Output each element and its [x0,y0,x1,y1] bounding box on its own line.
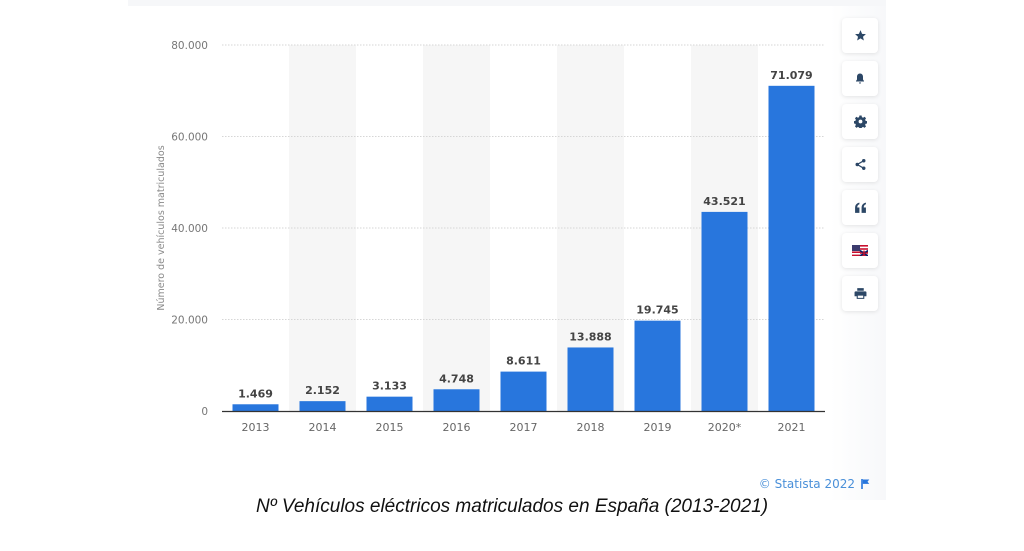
bar[interactable] [567,347,614,411]
x-tick-label: 2020* [708,421,742,434]
bar[interactable] [366,396,413,411]
favorite-button[interactable] [842,18,878,53]
y-axis-label: Número de vehículos matriculados [156,145,167,310]
quote-icon [854,202,866,213]
value-label: 1.469 [238,387,273,400]
settings-button[interactable] [842,104,878,139]
bar[interactable] [500,371,547,411]
gear-icon [853,115,867,128]
x-tick-label: 2015 [376,421,404,434]
bar[interactable] [634,320,681,411]
tool-sidebar [842,18,878,319]
chart-card [128,0,886,500]
bell-icon [856,73,864,84]
value-label: 4.748 [439,372,474,385]
x-tick-label: 2018 [577,421,605,434]
top-strip [128,0,886,6]
value-label: 43.521 [703,195,745,208]
bar[interactable] [768,85,815,412]
y-tick-label: 40.000 [171,223,208,235]
share-button[interactable] [842,147,878,182]
y-tick-label: 0 [201,406,208,418]
bar[interactable] [701,211,748,411]
y-tick-label: 20.000 [171,315,208,327]
x-tick-label: 2013 [242,421,270,434]
x-tick-label: 2021 [778,421,806,434]
bar[interactable] [433,389,480,411]
flag-uk-icon [852,245,868,256]
credit-text: © Statista 2022 [758,477,855,491]
x-axis-ticks: 2013 2014 2015 2016 2017 2018 2019 2020* 2021 [242,421,806,434]
star-icon [854,30,866,41]
notification-button[interactable] [842,61,878,96]
print-button[interactable] [842,276,878,311]
print-icon [854,288,866,299]
flag-icon [861,479,870,489]
share-icon [855,158,865,171]
cite-button[interactable] [842,190,878,225]
x-tick-label: 2017 [510,421,538,434]
x-tick-label: 2019 [644,421,672,434]
value-label: 19.745 [636,304,678,317]
y-axis-ticks: 0 20.000 40.000 60.000 80.000 [171,40,208,418]
y-tick-label: 60.000 [171,132,208,144]
x-tick-label: 2014 [309,421,337,434]
value-label: 2.152 [305,384,340,397]
y-tick-label: 80.000 [171,40,208,52]
x-tick-label: 2016 [443,421,471,434]
value-label: 3.133 [372,380,407,393]
bar[interactable] [299,401,346,411]
statista-credit[interactable]: © Statista 2022 [759,477,870,491]
chart-caption: Nº Vehículos eléctricos matriculados en … [255,496,769,517]
value-label: 8.611 [506,355,541,368]
language-button[interactable] [842,233,878,268]
value-label: 13.888 [569,330,611,343]
bar[interactable] [232,404,279,411]
value-label: 71.079 [770,69,812,82]
bars [232,85,815,412]
value-labels: 1.469 2.152 3.133 4.748 8.611 13.888 19.745 43.… [238,69,813,400]
